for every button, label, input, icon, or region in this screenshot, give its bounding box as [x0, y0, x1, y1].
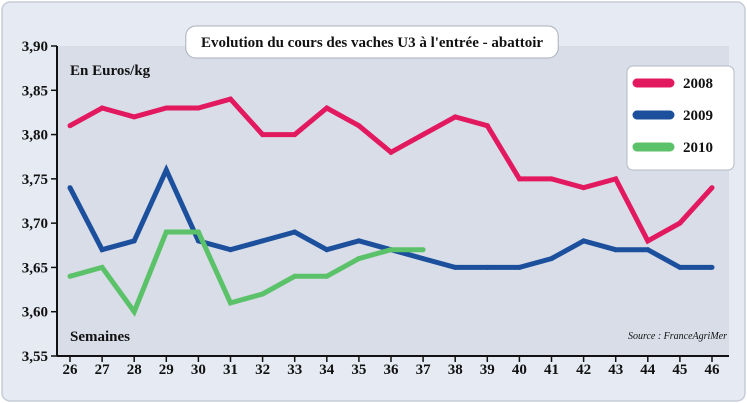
- x-axis-label: Semaines: [70, 329, 130, 345]
- data-point-2008: [484, 123, 490, 129]
- y-tick-label: 3,70: [22, 216, 48, 232]
- y-tick-label: 3,55: [22, 349, 48, 365]
- data-point-2009: [324, 247, 330, 253]
- x-tick-label: 36: [384, 362, 400, 378]
- x-tick-label: 44: [640, 362, 656, 378]
- y-tick-label: 3,80: [22, 128, 48, 144]
- data-point-2009: [228, 247, 233, 253]
- data-point-2009: [484, 264, 490, 270]
- data-point-2009: [356, 238, 362, 244]
- data-point-2009: [452, 264, 458, 270]
- data-point-2008: [260, 132, 266, 138]
- legend-label-2009: 2009: [683, 108, 713, 124]
- x-tick-label: 28: [127, 362, 142, 378]
- x-tick-label: 41: [544, 362, 559, 378]
- series-layer: [67, 96, 715, 317]
- chart-title-box: Evolution du cours des vaches U3 à l'ent…: [185, 25, 559, 59]
- legend-label-2010: 2010: [683, 140, 713, 156]
- data-point-2010: [388, 247, 394, 253]
- data-point-2008: [645, 238, 651, 244]
- x-tick-label: 32: [255, 362, 270, 378]
- data-point-2008: [356, 123, 362, 129]
- y-axis-ticks: 3,55 3,60 3,65 3,70 3,75 3,80 3,85 3,90: [22, 39, 57, 365]
- data-point-2009: [549, 256, 554, 262]
- data-point-2009: [292, 229, 298, 235]
- data-point-2008: [163, 105, 169, 111]
- series-line-2010: [69, 229, 424, 317]
- data-point-2009: [163, 167, 169, 173]
- data-point-2009: [131, 238, 137, 244]
- x-tick-label: 35: [351, 362, 366, 378]
- data-point-2008: [292, 132, 298, 138]
- data-point-2008: [709, 185, 715, 191]
- title-background: [185, 25, 559, 59]
- x-tick-label: 38: [448, 362, 463, 378]
- data-point-2008: [324, 105, 330, 111]
- data-point-2009: [677, 264, 683, 270]
- data-point-2009: [516, 264, 522, 270]
- data-point-2008: [420, 132, 426, 138]
- x-tick-label: 26: [63, 362, 79, 378]
- data-point-2008: [388, 149, 394, 155]
- x-tick-label: 43: [608, 362, 623, 378]
- data-point-2010: [324, 273, 330, 279]
- y-tick-label: 3,65: [22, 260, 48, 276]
- data-point-2008: [516, 176, 522, 182]
- legend-items: 2008 2009 2010: [632, 76, 713, 156]
- data-point-2008: [228, 96, 233, 102]
- data-point-2010: [163, 229, 169, 235]
- data-point-2009: [709, 264, 715, 270]
- x-tick-label: 31: [223, 362, 238, 378]
- data-point-2009: [581, 238, 587, 244]
- data-point-2010: [356, 256, 362, 262]
- source-note: Source : FranceAgriMer: [628, 331, 727, 342]
- data-point-2009: [260, 238, 266, 244]
- data-point-2008: [613, 176, 619, 182]
- data-point-2010: [131, 309, 137, 315]
- data-point-2010: [228, 300, 233, 306]
- data-point-2008: [677, 220, 683, 226]
- x-tick-label: 45: [672, 362, 687, 378]
- x-tick-label: 27: [95, 362, 111, 378]
- x-tick-label: 30: [191, 362, 206, 378]
- x-tick-label: 34: [319, 362, 335, 378]
- data-point-2010: [67, 273, 73, 279]
- data-point-2008: [131, 114, 137, 120]
- legend-label-2008: 2008: [683, 76, 713, 92]
- data-point-2008: [581, 185, 587, 191]
- data-point-2008: [452, 114, 458, 120]
- data-point-2008: [195, 105, 201, 111]
- x-tick-label: 29: [159, 362, 174, 378]
- x-tick-label: 40: [512, 362, 527, 378]
- data-point-2009: [99, 247, 105, 253]
- unit-label: En Euros/kg: [70, 63, 151, 79]
- y-tick-label: 3,75: [22, 172, 48, 188]
- data-point-2010: [420, 247, 426, 253]
- x-axis-ticks: 26 27 28 29 30 31 32 33 34 35 36 37 38 39 40 41 42 43 44 45…: [63, 356, 721, 378]
- data-point-2009: [420, 256, 426, 262]
- chart-title: Evolution du cours des vaches U3 à l'ent…: [201, 35, 543, 51]
- x-tick-label: 37: [416, 362, 432, 378]
- data-point-2009: [645, 247, 651, 253]
- y-tick-label: 3,85: [22, 83, 48, 99]
- data-point-2010: [260, 291, 266, 297]
- x-tick-label: 39: [480, 362, 495, 378]
- data-point-2008: [549, 176, 554, 182]
- y-tick-label: 3,60: [22, 305, 48, 321]
- data-point-2010: [99, 264, 105, 270]
- data-point-2009: [67, 185, 73, 191]
- y-tick-label: 3,90: [22, 39, 48, 55]
- data-point-2009: [613, 247, 619, 253]
- x-tick-label: 42: [576, 362, 591, 378]
- plot-area: [57, 46, 729, 356]
- data-point-2008: [99, 105, 105, 111]
- data-point-2010: [292, 273, 298, 279]
- x-tick-label: 46: [705, 362, 721, 378]
- legend: 2008 2009 2010: [626, 65, 735, 171]
- data-point-2010: [195, 229, 201, 235]
- data-point-2008: [67, 123, 73, 129]
- x-tick-label: 33: [287, 362, 302, 378]
